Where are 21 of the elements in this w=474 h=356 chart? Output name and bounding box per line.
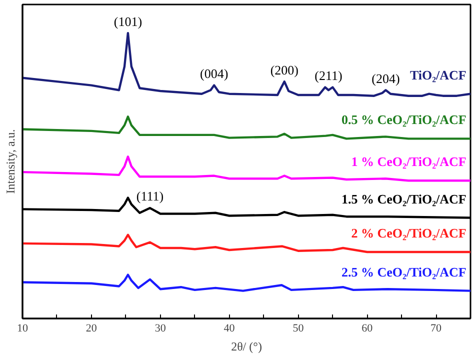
x-axis-title: 2θ/ (°) xyxy=(231,340,262,354)
annotation: (204) xyxy=(372,70,400,86)
series-label: 1 % CeO₂/TiO₂/ACF xyxy=(351,154,466,170)
x-tick-label: 10 xyxy=(17,322,28,334)
series-label: TiO₂/ACF xyxy=(410,67,466,82)
series-label: 2.5 % CeO₂/TiO₂/ACF xyxy=(341,264,466,280)
annotation: (200) xyxy=(270,62,298,78)
x-tick-label: 40 xyxy=(224,322,236,334)
x-tick-label: 70 xyxy=(430,322,442,334)
annotation: (101) xyxy=(114,14,142,29)
y-axis-title: Intensity, a.u. xyxy=(4,129,18,194)
x-tick-label: 20 xyxy=(86,322,98,334)
series-label: 2 % CeO₂/TiO₂/ACF xyxy=(351,226,466,241)
series-label: 0.5 % CeO₂/TiO₂/ACF xyxy=(341,112,466,128)
x-tick-label: 50 xyxy=(292,322,304,334)
annotation: (111) xyxy=(136,188,164,204)
annotation: (004) xyxy=(200,66,228,81)
x-tick-label: 30 xyxy=(154,322,166,334)
annotation: (211) xyxy=(314,68,342,83)
x-tick-label: 60 xyxy=(362,322,374,334)
series-label: 1.5 % CeO₂/TiO₂/ACF xyxy=(341,191,466,206)
